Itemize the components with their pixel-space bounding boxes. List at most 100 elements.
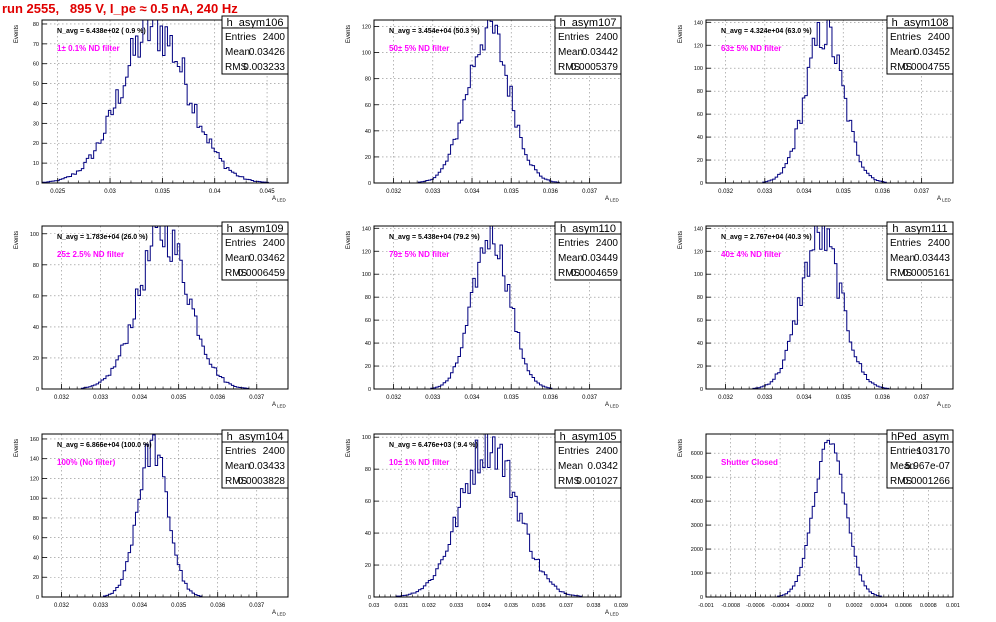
- y-tick-label: 100: [362, 51, 371, 57]
- filter-annotation: 79± 5% ND filter: [389, 250, 449, 259]
- y-tick-label: 120: [694, 43, 703, 49]
- y-tick-label: 60: [33, 294, 39, 300]
- y-tick-label: 6000: [691, 451, 703, 457]
- x-tick-label: -0.0008: [721, 603, 740, 609]
- x-tick-label: 0.033: [425, 395, 441, 401]
- stats-label-rms: RMS: [225, 268, 248, 279]
- y-tick-label: 160: [30, 437, 39, 443]
- x-axis-label: ALED: [605, 402, 620, 409]
- y-tick-label: 40: [365, 341, 371, 347]
- y-tick-label: 40: [33, 325, 39, 331]
- x-tick-label: 0.032: [718, 189, 734, 195]
- y-tick-label: 100: [30, 232, 39, 238]
- filter-annotation: Shutter Closed: [721, 458, 778, 467]
- y-tick-label: 0: [368, 595, 371, 601]
- x-tick-label: 0.035: [836, 189, 852, 195]
- y-tick-label: 80: [697, 89, 703, 95]
- stats-value-mean: 0.03442: [582, 47, 619, 58]
- stats-label-rms: RMS: [558, 268, 581, 279]
- y-tick-label: 70: [33, 42, 39, 48]
- y-tick-label: 10: [33, 161, 39, 167]
- x-tick-label: 0.035: [504, 603, 518, 609]
- y-tick-label: 80: [365, 295, 371, 301]
- y-tick-label: 0: [700, 181, 703, 187]
- x-tick-label: 0.035: [836, 395, 852, 401]
- filter-annotation: 10± 1% ND filter: [389, 458, 449, 467]
- x-tick-label: 0.033: [93, 395, 109, 401]
- x-tick-label: 0.033: [93, 603, 109, 609]
- y-tick-label: 140: [694, 226, 703, 232]
- y-tick-label: 20: [365, 563, 371, 569]
- y-tick-label: 40: [697, 341, 703, 347]
- run-title: run 2555, 895 V, I_pe ≈ 0.5 nA, 240 Hz: [2, 1, 238, 16]
- x-tick-label: 0.032: [422, 603, 436, 609]
- stats-value-rms: 0.0004755: [903, 62, 951, 73]
- stats-value-entries: 2400: [263, 238, 286, 249]
- y-axis-label: Events: [346, 25, 352, 43]
- stats-label-entries: Entries: [558, 32, 589, 43]
- stats-label-entries: Entries: [890, 32, 921, 43]
- y-tick-label: 4000: [691, 499, 703, 505]
- stats-label-mean: Mean: [558, 461, 583, 472]
- stats-title: h_asym106: [227, 17, 284, 29]
- stats-label-mean: Mean: [558, 47, 583, 58]
- plot-frame: [41, 433, 289, 598]
- y-axis-label: Events: [14, 231, 20, 249]
- stats-value-mean: 0.03452: [914, 47, 951, 58]
- x-tick-label: 0.034: [132, 395, 148, 401]
- stats-box: [554, 441, 622, 489]
- y-tick-label: 60: [33, 536, 39, 542]
- plot-frame: [373, 433, 622, 598]
- plot-frame: [41, 225, 289, 390]
- histogram-panel-h_asym105: 0.03 0.031 0.032 0.033 0.034 0.035 0.036 0.037 0…: [346, 429, 628, 617]
- x-tick-label: 0.034: [132, 603, 148, 609]
- y-tick-label: 120: [362, 25, 371, 31]
- stats-label-entries: Entries: [558, 446, 589, 457]
- stats-label-mean: Mean: [225, 47, 250, 58]
- y-tick-label: 80: [697, 295, 703, 301]
- x-tick-label: 0.039: [614, 603, 628, 609]
- x-tick-label: 0.033: [757, 189, 773, 195]
- stats-label-rms: RMS: [225, 476, 248, 487]
- x-tick-label: 0.036: [210, 603, 226, 609]
- stats-box: [886, 233, 954, 281]
- y-tick-label: 60: [33, 62, 39, 68]
- y-tick-label: 40: [365, 129, 371, 135]
- x-tick-label: 0: [828, 603, 831, 609]
- y-tick-label: 80: [365, 467, 371, 473]
- y-tick-label: 140: [30, 457, 39, 463]
- x-tick-label: 0.035: [155, 189, 171, 195]
- y-tick-label: 40: [33, 555, 39, 561]
- x-tick-label: 0.037: [249, 395, 265, 401]
- y-tick-label: 80: [33, 516, 39, 522]
- y-axis-label: Events: [14, 439, 20, 457]
- y-tick-label: 30: [33, 121, 39, 127]
- stats-value-rms: 0.0001266: [903, 476, 951, 487]
- y-tick-label: 0: [36, 595, 39, 601]
- x-tick-label: 0.035: [171, 395, 187, 401]
- y-tick-label: 60: [365, 103, 371, 109]
- stats-title: h_asym104: [227, 431, 284, 443]
- histogram-panel-h_asym104: 0.032 0.033 0.034 0.035 0.036 0.037 0 20 40 60 80 1…: [14, 429, 289, 617]
- y-axis-label: Events: [678, 231, 684, 249]
- stats-value-mean: 0.03462: [249, 253, 286, 264]
- x-tick-label: -0.0006: [746, 603, 765, 609]
- x-tick-label: 0.032: [386, 395, 402, 401]
- y-tick-label: 0: [368, 387, 371, 393]
- y-tick-label: 20: [697, 158, 703, 164]
- plot-frame: [705, 225, 954, 390]
- stats-label-rms: RMS: [225, 62, 248, 73]
- stats-value-mean: 5.967e-07: [905, 461, 950, 472]
- y-tick-label: 60: [697, 112, 703, 118]
- stats-label-entries: Entries: [225, 238, 256, 249]
- x-tick-label: 0.03: [369, 603, 380, 609]
- y-tick-label: 0: [368, 181, 371, 187]
- histogram-panel-h_asym111: 0.032 0.033 0.034 0.035 0.036 0.037 0 20 40 60 80 1…: [678, 221, 954, 409]
- x-tick-label: 0.036: [210, 395, 226, 401]
- x-tick-label: 0.037: [914, 189, 930, 195]
- y-tick-label: 40: [33, 101, 39, 107]
- stats-label-mean: Mean: [890, 47, 915, 58]
- x-tick-label: 0.036: [532, 603, 546, 609]
- x-tick-label: 0.03: [104, 189, 116, 195]
